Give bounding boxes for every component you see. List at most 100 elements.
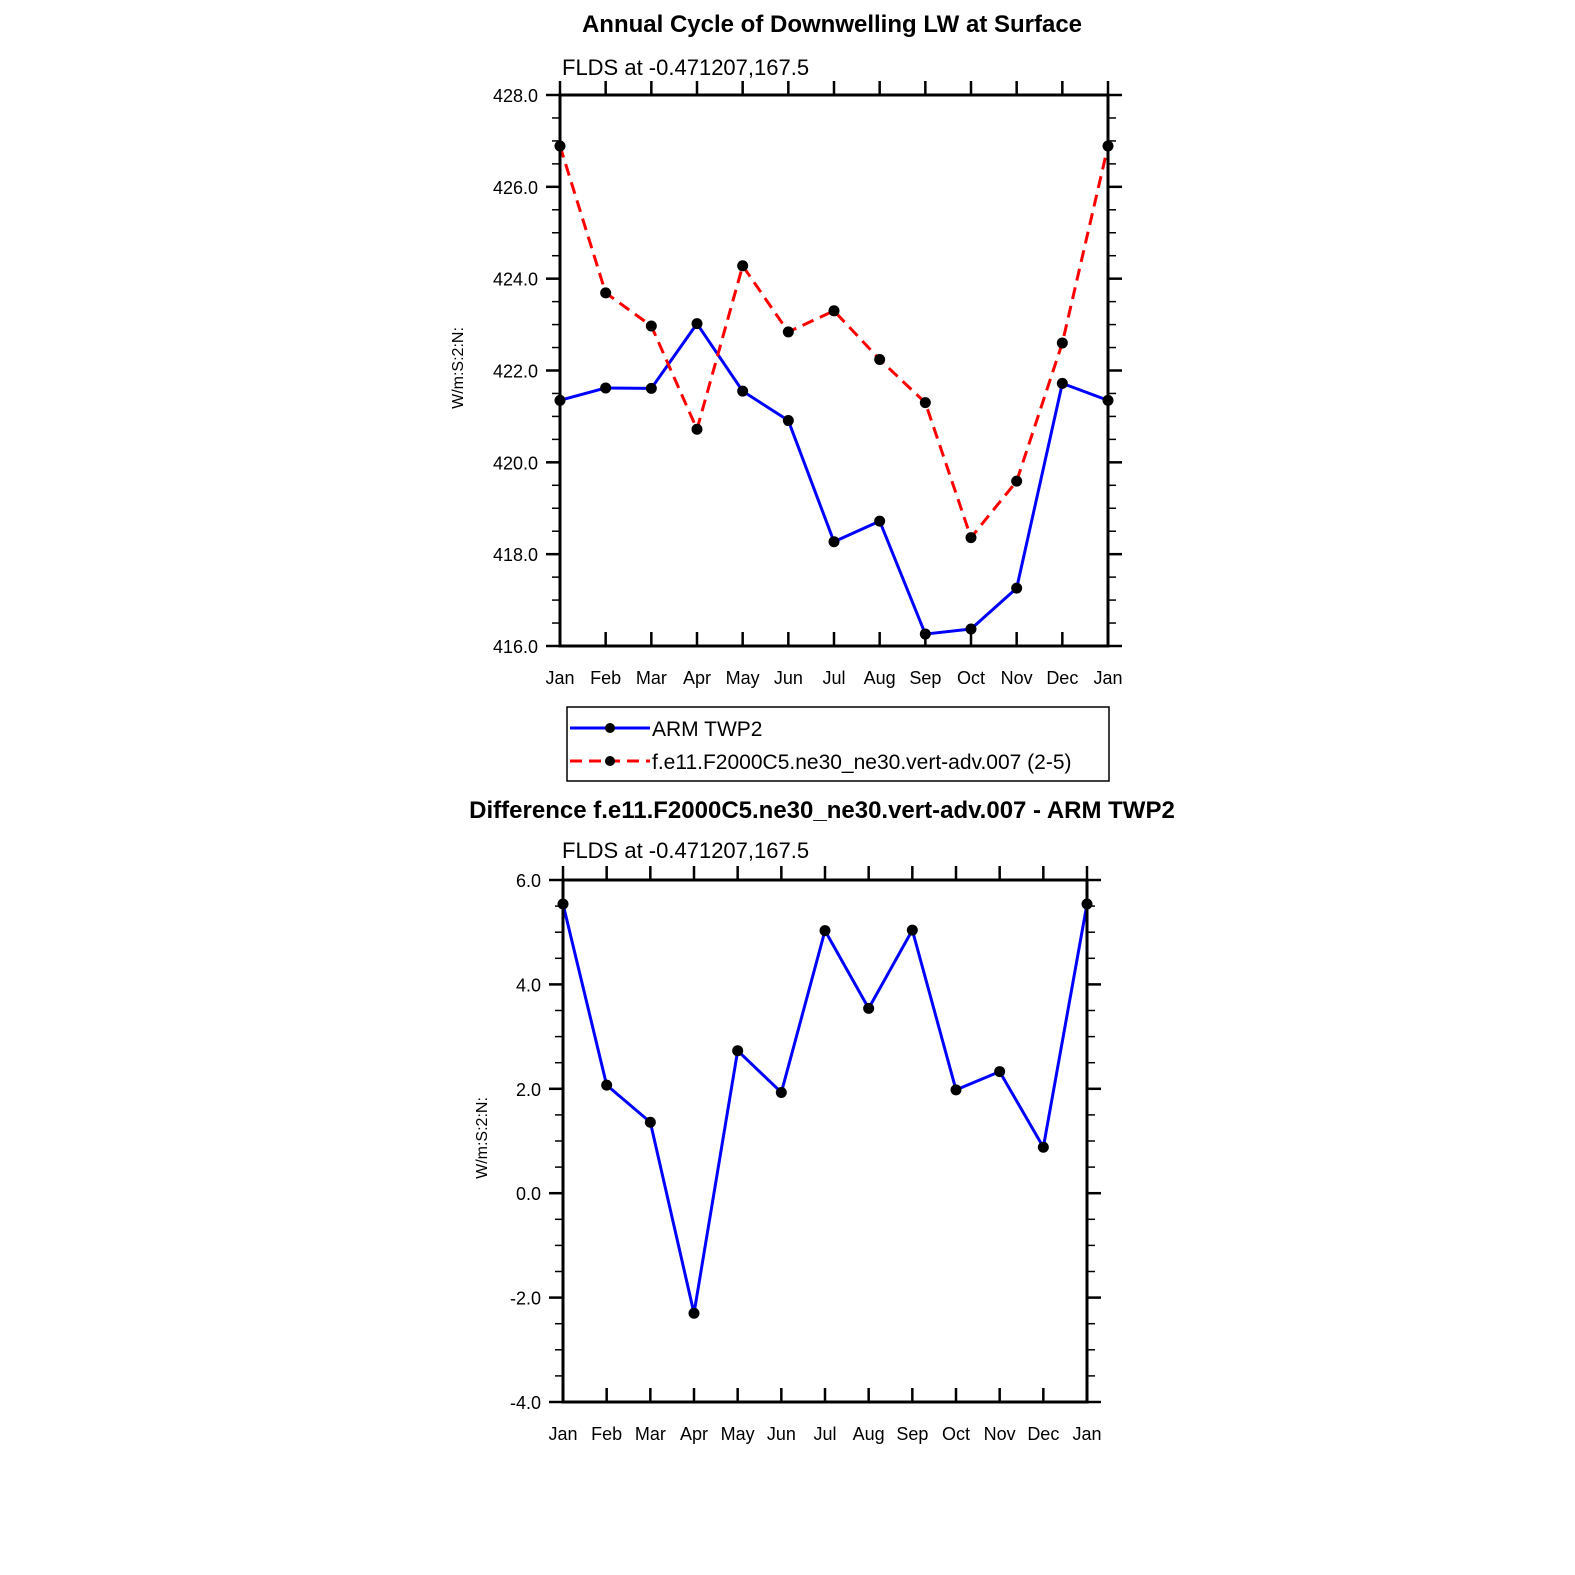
x-tick-label: Aug: [853, 1424, 885, 1444]
data-point: [691, 423, 703, 435]
y-tick-label: 418.0: [493, 545, 538, 565]
data-point: [994, 1066, 1006, 1078]
data-point: [737, 385, 749, 397]
x-tick-label: Apr: [683, 668, 711, 688]
data-point: [645, 382, 657, 394]
data-point: [775, 1086, 787, 1098]
chart-1-legend: ARM TWP2 f.e11.F2000C5.ne30_ne30.vert-ad…: [566, 706, 1110, 782]
x-tick-label: Apr: [680, 1424, 708, 1444]
y-tick-label: 426.0: [493, 178, 538, 198]
x-tick-label: Aug: [864, 668, 896, 688]
data-point: [828, 305, 840, 317]
y-tick-label: 428.0: [493, 86, 538, 106]
chart-2-subtitle: FLDS at -0.471207,167.5: [562, 838, 809, 863]
legend-label-model: f.e11.F2000C5.ne30_ne30.vert-adv.007 (2-…: [652, 751, 1072, 774]
x-tick-label: May: [726, 668, 760, 688]
data-point: [732, 1045, 744, 1057]
x-tick-label: Jan: [548, 1424, 577, 1444]
chart-2-tick-labels: Jan Feb Mar Apr May Jun Jul Aug Sep Oct Nov Dec Jan-…: [510, 871, 1102, 1444]
chart-1: Annual Cycle of Downwelling LW at Surfac…: [450, 11, 1123, 782]
x-tick-label: Sep: [896, 1424, 928, 1444]
data-point: [950, 1084, 962, 1096]
chart-1-tick-labels: Jan Feb Mar Apr May Jun Jul Aug Sep Oct Nov Dec Jan 4…: [493, 86, 1123, 688]
data-point: [919, 397, 931, 409]
y-tick-label: 6.0: [516, 871, 541, 891]
x-tick-label: Jun: [767, 1424, 796, 1444]
data-point: [600, 287, 612, 299]
x-tick-label: Jun: [774, 668, 803, 688]
legend-entry-model: f.e11.F2000C5.ne30_ne30.vert-adv.007 (2-…: [570, 751, 1072, 774]
legend-label-arm-twp2: ARM TWP2: [652, 718, 762, 741]
x-tick-label: Nov: [1001, 668, 1033, 688]
data-point: [874, 353, 886, 365]
legend-marker-model: [605, 756, 615, 766]
data-point: [1011, 582, 1023, 594]
x-tick-label: Mar: [635, 1424, 666, 1444]
x-tick-label: Dec: [1027, 1424, 1059, 1444]
data-point: [965, 532, 977, 544]
chart-2-series: [557, 898, 1093, 1319]
y-tick-label: 0.0: [516, 1184, 541, 1204]
data-point: [737, 260, 749, 272]
data-point: [644, 1116, 656, 1128]
series-line-0: [559, 322, 1109, 636]
data-point: [863, 1002, 875, 1014]
y-tick-label: 4.0: [516, 975, 541, 995]
series-line-1: [558, 145, 1110, 540]
series-line-0: [561, 903, 1089, 1315]
y-tick-label: 420.0: [493, 453, 538, 473]
data-point: [600, 382, 612, 394]
x-tick-label: Oct: [957, 668, 985, 688]
chart-2-plot-frame: [561, 878, 1089, 1404]
chart-2-title: Difference f.e11.F2000C5.ne30_ne30.vert-…: [469, 797, 1175, 824]
data-point: [1056, 377, 1068, 389]
x-tick-label: Nov: [984, 1424, 1016, 1444]
x-tick-label: Jul: [813, 1424, 836, 1444]
chart-1-ylabel: W/m:S:2:N:: [450, 327, 467, 409]
data-point: [691, 318, 703, 330]
x-tick-label: Sep: [909, 668, 941, 688]
data-point: [601, 1079, 613, 1091]
data-point: [874, 515, 886, 527]
chart-1-series: [554, 140, 1114, 640]
x-tick-label: Dec: [1046, 668, 1078, 688]
data-point: [819, 925, 831, 937]
x-tick-label: Jan: [545, 668, 574, 688]
y-tick-label: 416.0: [493, 637, 538, 657]
legend-box: [566, 706, 1110, 782]
data-point: [1037, 1141, 1049, 1153]
x-tick-label: Jan: [1093, 668, 1122, 688]
data-point: [1056, 337, 1068, 349]
x-tick-label: Mar: [636, 668, 667, 688]
x-tick-label: Jul: [822, 668, 845, 688]
chart-2: Difference f.e11.F2000C5.ne30_ne30.vert-…: [469, 797, 1175, 1444]
x-tick-label: Oct: [942, 1424, 970, 1444]
legend-entry-arm-twp2: ARM TWP2: [570, 718, 762, 741]
x-tick-label: May: [721, 1424, 755, 1444]
data-point: [906, 924, 918, 936]
legend-marker-arm-twp2: [605, 723, 615, 733]
data-point: [1011, 475, 1023, 487]
chart-1-ticks: [546, 81, 1122, 648]
y-tick-label: 2.0: [516, 1080, 541, 1100]
y-tick-label: -2.0: [510, 1289, 541, 1309]
x-tick-label: Feb: [591, 1424, 622, 1444]
chart-1-plot-frame: [558, 93, 1110, 648]
data-point: [688, 1307, 700, 1319]
y-tick-label: 424.0: [493, 270, 538, 290]
x-tick-label: Feb: [590, 668, 621, 688]
chart-1-subtitle: FLDS at -0.471207,167.5: [562, 55, 809, 80]
y-tick-label: 422.0: [493, 362, 538, 382]
x-tick-label: Jan: [1072, 1424, 1101, 1444]
data-point: [782, 415, 794, 427]
chart-1-title: Annual Cycle of Downwelling LW at Surfac…: [582, 11, 1082, 38]
data-point: [828, 536, 840, 548]
data-point: [965, 623, 977, 635]
chart-2-ticks: [549, 866, 1101, 1404]
y-tick-label: -4.0: [510, 1393, 541, 1413]
chart-2-ylabel: W/m:S:2:N:: [474, 1097, 491, 1179]
data-point: [919, 628, 931, 640]
data-point: [782, 326, 794, 338]
data-point: [645, 320, 657, 332]
